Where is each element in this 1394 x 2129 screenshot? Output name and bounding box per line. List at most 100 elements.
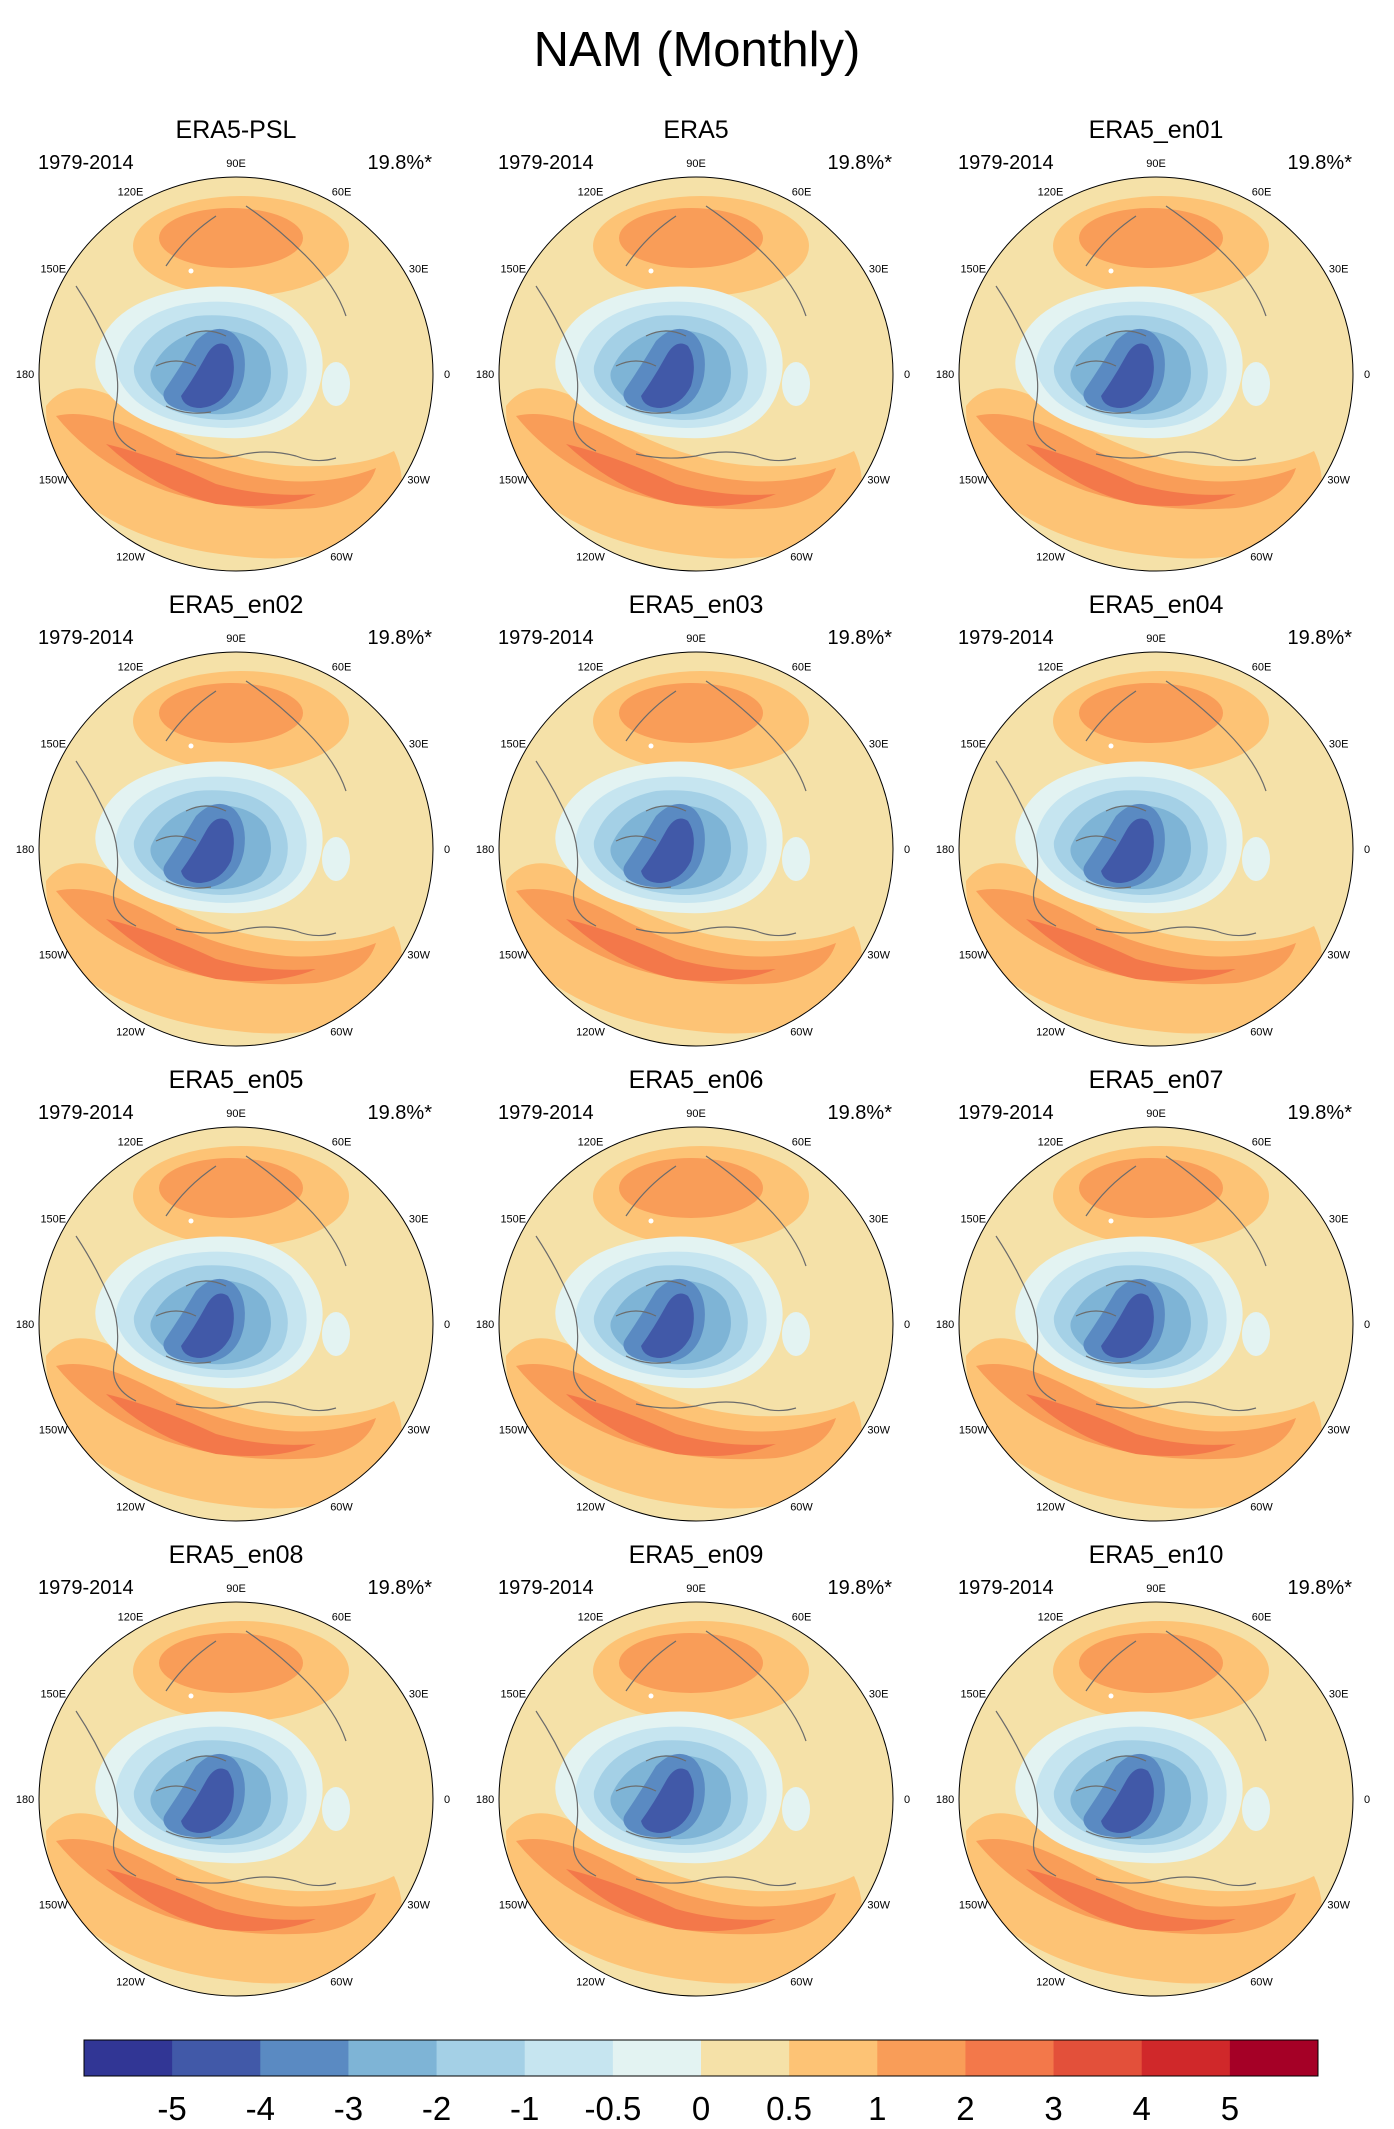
coastline-europe (1095, 1401, 1257, 1412)
longitude-label: 0 (1364, 1319, 1370, 1331)
longitude-label: 120E (578, 186, 604, 198)
colorbar-swatch (348, 2040, 438, 2076)
longitude-label: 150W (39, 475, 68, 487)
map-panel: ERA5 1979-2014 19.8%* 180 150E 120E 90E 60E 30E 0… (476, 116, 916, 576)
longitude-label: 120W (116, 1027, 145, 1039)
north-pole-marker (648, 743, 654, 749)
longitude-label: 120E (578, 1136, 604, 1148)
longitude-label: 30W (1327, 1900, 1350, 1912)
longitude-label: 60E (1252, 1136, 1272, 1148)
longitude-label: 150W (959, 1425, 988, 1437)
panel-period: 1979-2014 (958, 1577, 1054, 1599)
longitude-label: 120E (1038, 661, 1064, 673)
pacific-positive-inner (619, 208, 763, 268)
map-border (498, 1126, 894, 1522)
coastline-americas (535, 285, 597, 452)
colorbar-tick-label: -5 (157, 2090, 186, 2127)
longitude-label: 30W (407, 1900, 430, 1912)
longitude-label: 0 (904, 369, 910, 381)
coastline-americas (995, 1710, 1057, 1877)
colorbar-swatch (1141, 2040, 1231, 2076)
polar-map: 180150E120E90E60E30E030W60W90W120W150W (16, 1583, 450, 1997)
longitude-label: 60W (790, 1977, 813, 1989)
longitude-label: 120E (578, 1611, 604, 1623)
longitude-label: 30E (869, 264, 889, 276)
longitude-label: 0 (444, 1319, 450, 1331)
pacific-positive-inner (159, 1158, 303, 1218)
longitude-label: 30W (407, 950, 430, 962)
longitude-label: 120E (1038, 1611, 1064, 1623)
longitude-label: 60W (790, 1502, 813, 1514)
longitude-label: 180 (936, 1319, 954, 1331)
arctic-negative-5 (1101, 1293, 1154, 1358)
coastline-pacific (1085, 1155, 1267, 1267)
longitude-label: 150W (499, 950, 528, 962)
longitude-label: 60E (792, 1136, 812, 1148)
longitude-label: 30E (409, 739, 429, 751)
longitude-label: 150W (959, 1900, 988, 1912)
longitude-label: 150E (960, 739, 986, 751)
longitude-label: 150E (500, 739, 526, 751)
atlantic-positive-inner (106, 1394, 316, 1457)
panel-title: ERA5_en08 (168, 1541, 304, 1569)
map-panel: ERA5_en09 1979-2014 19.8%* 180 150E 120E 90E 60… (476, 1541, 916, 2001)
panel-variance: 19.8%* (1287, 1577, 1353, 1599)
coastline-arctic-islands (155, 1755, 227, 1839)
map-panel: ERA5_en05 1979-2014 19.8%* 180 150E 120E 90E 60… (16, 1066, 456, 1526)
colorbar-tick-label: 3 (1044, 2090, 1062, 2127)
longitude-label: 90E (226, 1108, 246, 1120)
atlantic-positive-mid (516, 889, 836, 985)
longitude-label: 90E (1146, 633, 1166, 645)
longitude-label: 150W (959, 950, 988, 962)
longitude-label: 120W (116, 552, 145, 564)
coastline-arctic-islands (1075, 1755, 1147, 1839)
longitude-label: 30E (409, 264, 429, 276)
coastline-pacific (625, 1630, 807, 1742)
north-pole-marker (648, 1218, 654, 1224)
siberia-negative-patch (322, 362, 350, 406)
longitude-label: 60W (330, 1977, 353, 1989)
longitude-label: 150E (960, 1214, 986, 1226)
longitude-label: 150E (40, 1214, 66, 1226)
coastline-arctic-islands (155, 1280, 227, 1364)
longitude-label: 60W (330, 1502, 353, 1514)
coastline-arctic-islands (155, 805, 227, 889)
atlantic-positive-inner (106, 919, 316, 982)
map-border (498, 176, 894, 572)
atlantic-positive-inner (106, 444, 316, 507)
atlantic-positive-inner (1026, 1869, 1236, 1932)
panel-title: ERA5_en05 (168, 1066, 304, 1094)
siberia-negative-patch (1242, 362, 1270, 406)
arctic-negative-5 (641, 1768, 694, 1833)
atlantic-positive-inner (1026, 1394, 1236, 1457)
north-pole-marker (648, 268, 654, 274)
coastline-pacific (1085, 1630, 1267, 1742)
coastline-pacific (625, 205, 807, 317)
longitude-label: 90E (686, 633, 706, 645)
colorbar-swatch (260, 2040, 349, 2076)
arctic-negative-5 (181, 818, 234, 883)
longitude-label: 30W (867, 1900, 890, 1912)
atlantic-positive-mid (56, 889, 376, 985)
panel-title: ERA5_en09 (628, 1541, 764, 1569)
colorbar-swatch (701, 2040, 790, 2076)
longitude-label: 150E (40, 739, 66, 751)
map-panel: ERA5_en10 1979-2014 19.8%* 180 150E 120E 90E 60… (936, 1541, 1376, 2001)
longitude-label: 150E (500, 1689, 526, 1701)
colorbar-swatch (1229, 2040, 1319, 2076)
longitude-label: 120E (118, 1136, 144, 1148)
atlantic-positive-inner (566, 1869, 776, 1932)
colorbar-swatch (877, 2040, 966, 2076)
map-panel: ERA5_en04 1979-2014 19.8%* 180 150E 120E 90E 60… (936, 591, 1376, 1051)
longitude-label: 150E (500, 264, 526, 276)
map-panel: ERA5-PSL 1979-2014 19.8%* 180 150E 120E 90E 60E… (16, 116, 456, 576)
atlantic-positive-inner (566, 444, 776, 507)
coastline-europe (175, 451, 337, 462)
arctic-negative-5 (181, 1768, 234, 1833)
pacific-positive-inner (159, 683, 303, 743)
atlantic-positive-inner (566, 1394, 776, 1457)
panel-title: ERA5_en10 (1088, 1541, 1224, 1569)
longitude-label: 30W (1327, 475, 1350, 487)
panel-period: 1979-2014 (498, 1102, 594, 1124)
coastline-arctic-islands (615, 1755, 687, 1839)
